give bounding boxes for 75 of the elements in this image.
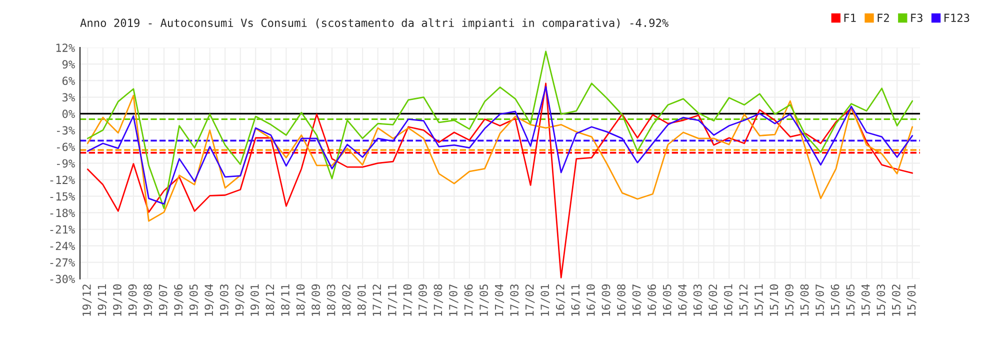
x-tick-label: 17/04: [494, 284, 504, 316]
x-tick-label: 18/12: [266, 284, 276, 316]
x-tick-label: 15/03: [876, 284, 886, 316]
x-tick-label: 17/07: [449, 284, 458, 316]
x-tick-label: 17/08: [434, 284, 444, 316]
x-tick-label: 16/03: [693, 284, 703, 316]
x-tick-label: 18/02: [342, 284, 352, 316]
x-tick-label: 19/11: [98, 284, 108, 316]
y-tick-label: -18%: [50, 208, 75, 218]
x-tick-label: 15/07: [816, 284, 825, 316]
x-tick-label: 19/06: [174, 284, 184, 316]
y-tick-label: 3%: [62, 93, 75, 102]
x-tick-label: 15/09: [785, 284, 794, 316]
x-tick-label: 17/02: [525, 284, 535, 316]
x-tick-label: 17/05: [480, 284, 489, 316]
x-tick-label: 15/01: [907, 284, 916, 316]
x-tick-label: 16/09: [602, 284, 612, 316]
y-tick-label: 9%: [62, 60, 75, 69]
x-tick-label: 16/10: [586, 284, 596, 316]
x-tick-label: 17/11: [388, 284, 398, 316]
x-tick-label: 15/05: [846, 284, 856, 316]
y-tick-label: 12%: [56, 44, 75, 52]
y-tick-label: -6%: [57, 142, 75, 152]
x-tick-label: 15/10: [770, 284, 780, 316]
x-tick-label: 15/06: [830, 284, 840, 316]
y-tick-label: -9%: [57, 159, 75, 168]
y-tick-label: -24%: [50, 242, 75, 250]
x-tick-label: 19/07: [158, 284, 168, 316]
x-tick-label: 17/12: [372, 284, 382, 316]
x-tick-label: 15/11: [754, 284, 764, 316]
y-tick-label: -27%: [50, 258, 75, 267]
x-tick-label: 16/05: [662, 284, 672, 316]
x-tick-label: 15/04: [861, 284, 871, 316]
x-tick-label: 18/09: [312, 284, 321, 316]
x-tick-label: 19/01: [250, 284, 260, 316]
x-tick-label: 17/10: [403, 284, 412, 316]
x-tick-label: 16/11: [571, 284, 580, 316]
x-tick-label: 19/02: [235, 284, 244, 316]
x-tick-label: 19/12: [82, 284, 92, 316]
x-tick-label: 16/06: [648, 284, 657, 316]
legend-label: F2: [878, 14, 889, 22]
y-tick-label: 0%: [62, 110, 75, 118]
x-tick-label: 19/04: [204, 284, 214, 316]
y-tick-label: 6%: [62, 76, 75, 86]
x-tick-label: 18/10: [296, 284, 306, 316]
x-tick-label: 18/01: [357, 284, 367, 316]
x-tick-label: 17/09: [418, 284, 428, 316]
x-tick-label: 18/03: [326, 284, 336, 316]
y-tick-label: -15%: [50, 192, 75, 201]
x-tick-label: 15/02: [892, 284, 902, 316]
x-tick-label: 17/03: [510, 284, 520, 316]
x-tick-label: 16/12: [556, 284, 566, 316]
x-tick-label: 15/12: [739, 284, 748, 316]
legend-label: F3: [911, 14, 922, 22]
x-tick-label: 16/02: [708, 284, 718, 316]
x-tick-label: 16/08: [617, 284, 626, 316]
x-tick-label: 19/08: [144, 284, 153, 316]
y-tick-label: -3%: [57, 126, 75, 135]
legend-label: F1: [844, 14, 856, 22]
y-tick-label: -30%: [50, 274, 75, 284]
x-tick-label: 18/11: [281, 284, 290, 316]
x-tick-label: 16/04: [678, 284, 688, 316]
chart-title: Anno 2019 - Autoconsumi Vs Consumi (scostamento da altri impianti in comparativa) -4.92%: [80, 18, 668, 30]
x-tick-label: 19/03: [220, 284, 230, 316]
x-tick-label: 16/01: [724, 284, 734, 316]
x-tick-label: 15/08: [800, 284, 810, 316]
y-tick-label: -21%: [50, 225, 75, 234]
x-tick-label: 16/07: [632, 284, 642, 316]
x-tick-label: 19/09: [128, 284, 138, 316]
x-tick-label: 19/10: [113, 284, 122, 316]
x-tick-label: 19/05: [189, 284, 199, 316]
x-tick-label: 17/06: [464, 284, 474, 316]
x-tick-label: 17/01: [540, 284, 550, 316]
legend-label: F123: [944, 14, 970, 22]
y-tick-label: -12%: [50, 176, 75, 184]
